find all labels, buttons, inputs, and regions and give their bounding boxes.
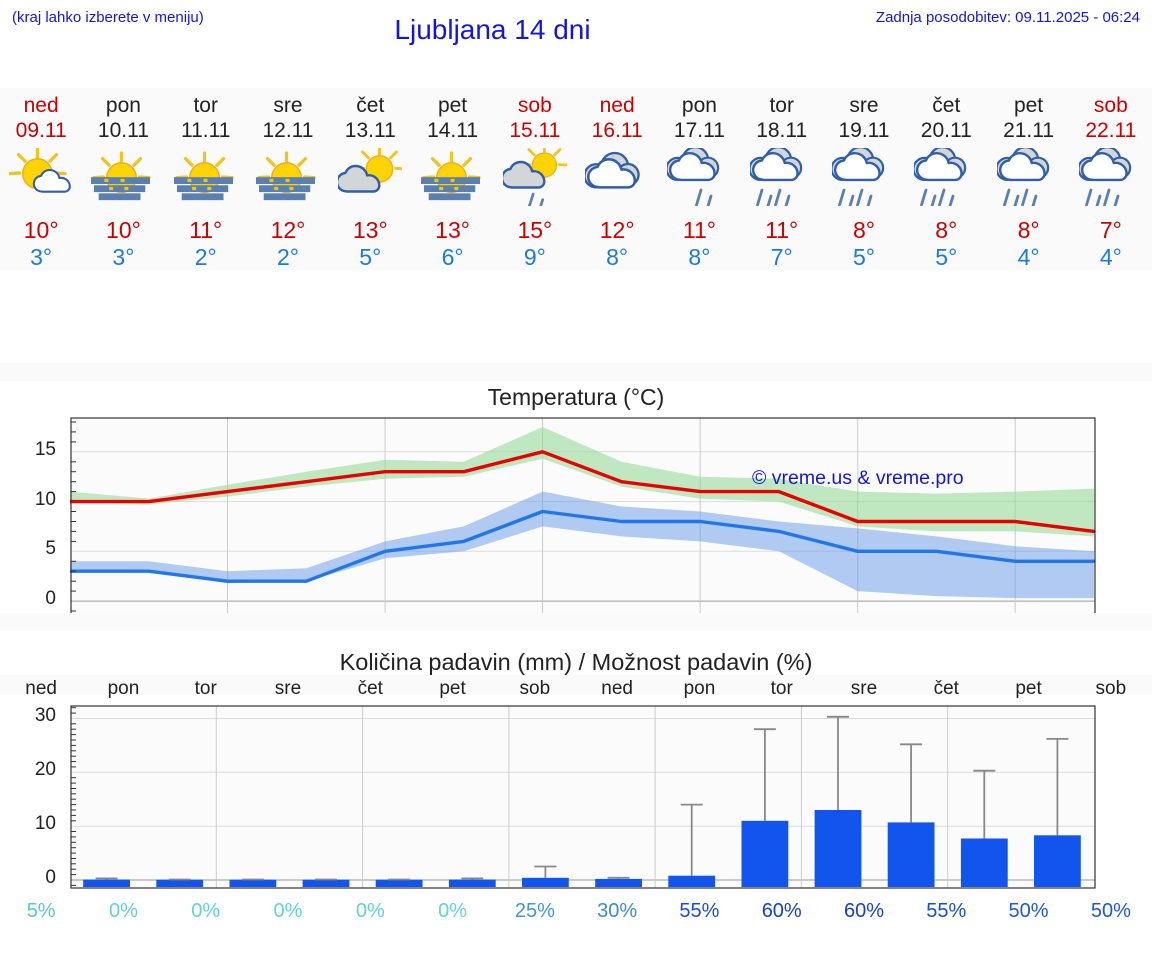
svg-text:© vreme.us & vreme.pro: © vreme.us & vreme.pro: [752, 467, 964, 489]
